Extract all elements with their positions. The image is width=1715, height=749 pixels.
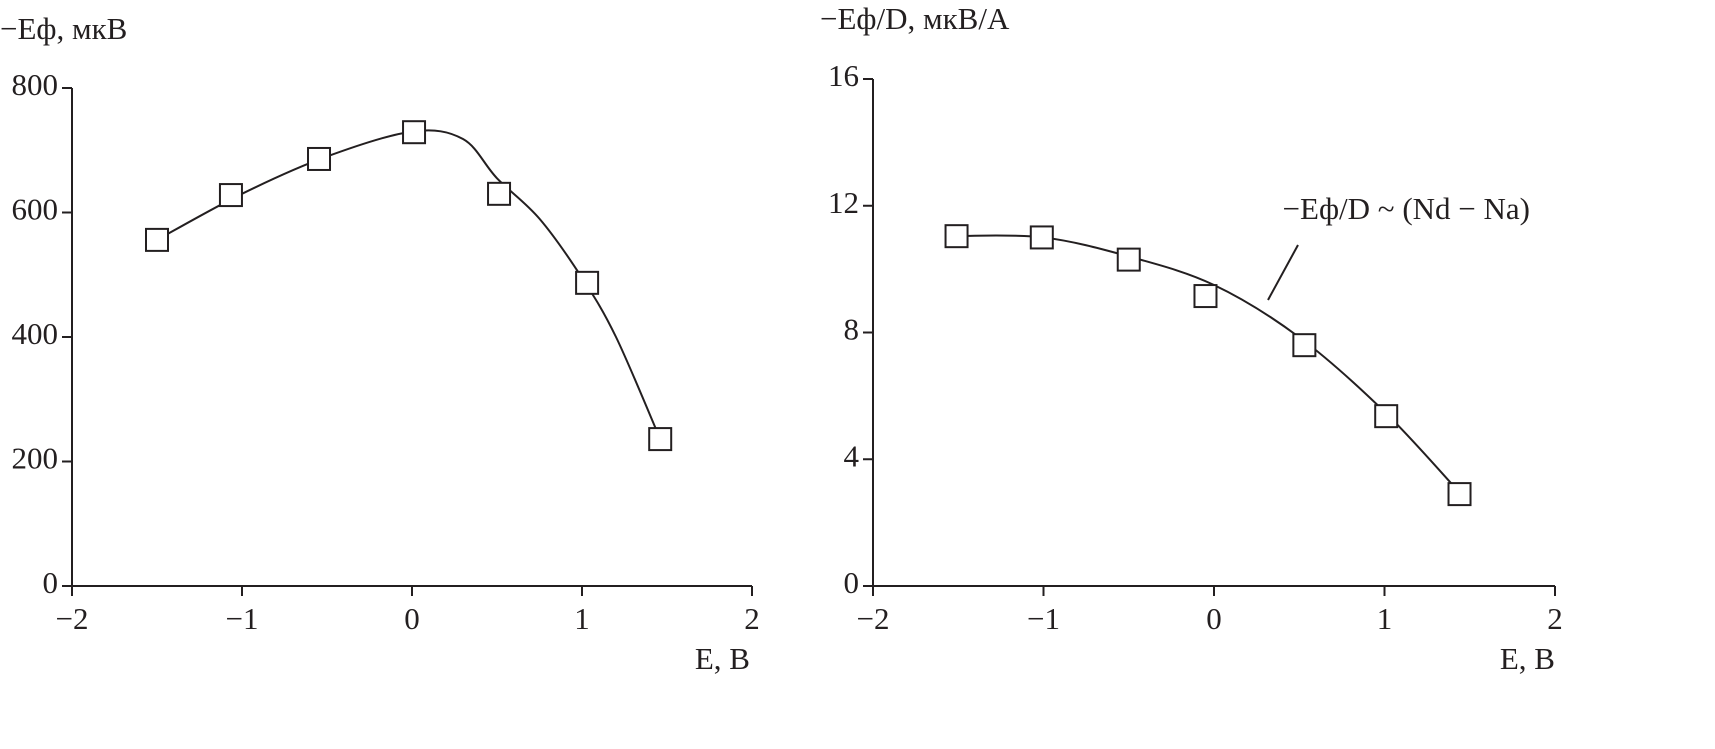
x-tick-label: 2 <box>744 601 760 636</box>
y-tick-label: 12 <box>828 185 859 220</box>
x-tick-label: 1 <box>574 601 590 636</box>
marker <box>218 183 243 208</box>
marker <box>1029 225 1054 250</box>
x-tick-label: −1 <box>1027 601 1060 636</box>
marker <box>944 224 969 249</box>
marker <box>145 227 169 252</box>
x-tick-label: 1 <box>1377 601 1393 636</box>
marker <box>1116 247 1141 272</box>
x-axis-label: E, В <box>695 641 750 676</box>
x-axis-label: E, В <box>1500 641 1555 676</box>
marker <box>307 146 332 171</box>
x-tick-label: 0 <box>1206 601 1222 636</box>
x-tick-label: 0 <box>404 601 420 636</box>
annotation-leader <box>1267 244 1299 301</box>
x-tick-label: 2 <box>1547 601 1563 636</box>
marker <box>1292 333 1317 358</box>
marker <box>1447 482 1472 507</box>
x-tick-label: −2 <box>56 601 89 636</box>
x-tick-label: −1 <box>226 601 259 636</box>
y-axis-label: −Eф/D, мкВ/А <box>820 1 1010 36</box>
y-tick-label: 0 <box>43 565 59 600</box>
y-axis-label: −Eф, мкВ <box>0 11 127 46</box>
fit-curve <box>958 234 1461 494</box>
marker <box>575 270 600 295</box>
y-tick-label: 200 <box>12 441 59 476</box>
marker <box>402 120 427 145</box>
y-tick-label: 600 <box>12 192 59 227</box>
y-tick-label: 4 <box>844 438 860 473</box>
marker <box>648 427 673 452</box>
marker <box>487 181 512 206</box>
y-tick-label: 800 <box>12 67 59 102</box>
y-tick-label: 8 <box>844 312 860 347</box>
y-tick-label: 400 <box>12 316 59 351</box>
marker <box>1374 404 1399 429</box>
y-tick-label: 0 <box>844 565 860 600</box>
marker <box>1193 284 1218 309</box>
annotation: −Eф/D ~ (Nd − Na) <box>1283 191 1530 226</box>
y-tick-label: 16 <box>828 58 859 93</box>
x-tick-label: −2 <box>857 601 890 636</box>
fit-curve <box>156 129 662 440</box>
